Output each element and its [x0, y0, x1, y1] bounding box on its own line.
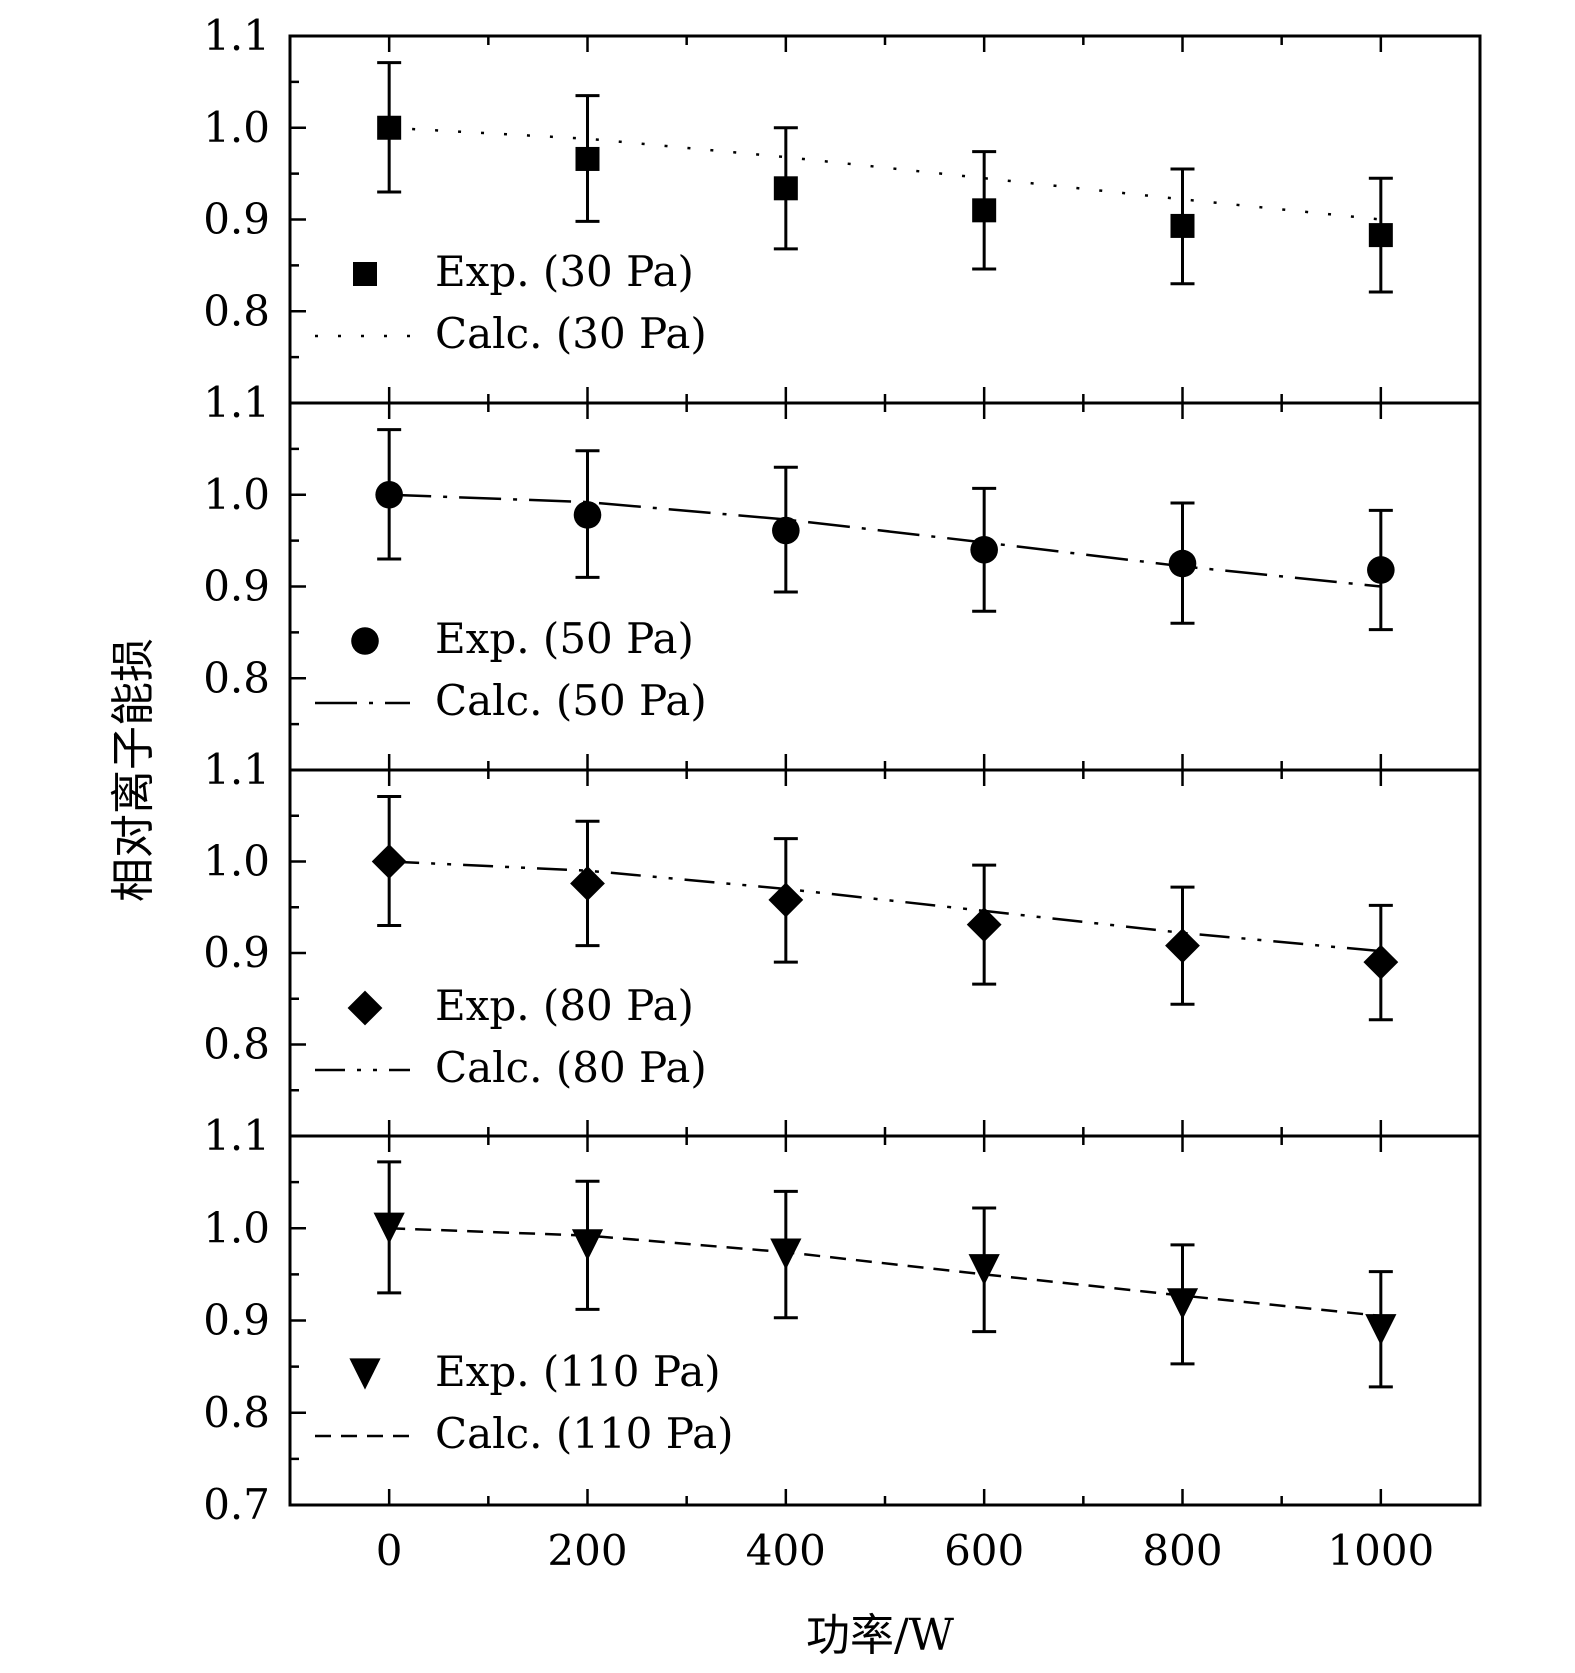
- calc-line: [389, 1227, 1381, 1318]
- calc-line: [389, 126, 1381, 221]
- legend-marker: [347, 990, 383, 1026]
- legend-label: Exp. (80 Pa): [435, 981, 694, 1030]
- data-point: [1363, 944, 1399, 980]
- data-point: [1365, 1314, 1397, 1346]
- y-tick-label: 1.0: [203, 470, 270, 519]
- legend-marker: [349, 1358, 381, 1390]
- data-point: [1170, 213, 1195, 238]
- data-point: [371, 844, 407, 879]
- x-tick-label: 200: [547, 1526, 627, 1575]
- y-tick-label: 0.9: [203, 195, 270, 244]
- data-point: [377, 115, 402, 140]
- y-tick-label: 1.1: [203, 378, 270, 427]
- data-point: [1168, 549, 1197, 578]
- y-tick-label: 1.0: [203, 103, 270, 152]
- data-point: [966, 907, 1002, 943]
- y-tick-label: 0.7: [203, 1480, 270, 1529]
- data-point: [1165, 928, 1200, 964]
- y-tick-label: 0.8: [203, 653, 270, 702]
- data-point: [1368, 223, 1393, 248]
- x-tick-label: 800: [1142, 1526, 1222, 1575]
- y-tick-label: 0.8: [203, 286, 270, 335]
- legend-label: Calc. (30 Pa): [435, 309, 707, 358]
- data-point: [770, 1238, 802, 1270]
- data-point: [1166, 1288, 1199, 1320]
- x-tick-label: 400: [746, 1526, 826, 1575]
- y-tick-label: 1.0: [203, 837, 270, 886]
- y-axis-label: 相对离子能损: [108, 638, 159, 902]
- legend-label: Calc. (50 Pa): [435, 676, 707, 725]
- data-point: [970, 536, 998, 564]
- y-tick-label: 0.9: [203, 928, 270, 977]
- data-point: [571, 1229, 604, 1261]
- y-tick-label: 0.9: [203, 562, 270, 611]
- calc-line: [389, 493, 1381, 588]
- data-point: [773, 176, 798, 201]
- y-tick-label: 1.1: [203, 1111, 270, 1160]
- x-axis: 0 200 400 600 800 1000: [376, 1526, 1434, 1575]
- panel-1: 1.1 1.0 0.9 0.8 Exp. (30 Pa) Calc. (30 Pa): [203, 11, 1482, 405]
- panel-2: 1.1 1.0 0.9 0.8 Exp. (50 Pa) Calc. (50 Pa): [203, 378, 1482, 772]
- y-tick-label: 0.9: [203, 1296, 270, 1345]
- legend-label: Exp. (50 Pa): [435, 614, 694, 663]
- data-point: [1367, 556, 1395, 584]
- data-point: [968, 1254, 1000, 1286]
- panel-4: 1.1 1.0 0.9 0.8 0.7 Exp. (110 Pa) Calc. (110 P…: [203, 1111, 1482, 1529]
- y-tick-label: 1.1: [203, 745, 270, 794]
- legend-label: Exp. (30 Pa): [435, 247, 694, 296]
- legend-label: Calc. (80 Pa): [435, 1043, 707, 1092]
- data-point: [768, 882, 804, 918]
- data-point: [570, 866, 605, 901]
- data-point: [972, 198, 997, 223]
- x-tick-label: 1000: [1327, 1526, 1434, 1575]
- data-point: [375, 480, 403, 509]
- y-tick-label: 0.8: [203, 1388, 270, 1437]
- calc-line: [389, 860, 1381, 953]
- legend-label: Exp. (110 Pa): [435, 1347, 721, 1396]
- y-tick-label: 1.0: [203, 1203, 270, 1252]
- legend-marker: [353, 262, 377, 286]
- legend-marker: [351, 627, 379, 655]
- data-point: [573, 501, 602, 529]
- y-tick-label: 1.1: [203, 11, 270, 60]
- x-tick-label: 600: [944, 1526, 1024, 1575]
- x-tick-label: 0: [376, 1526, 403, 1575]
- panel-3: 1.1 1.0 0.9 0.8 Exp. (80 Pa) Calc. (80 Pa): [203, 745, 1482, 1138]
- legend-label: Calc. (110 Pa): [435, 1409, 734, 1458]
- data-point: [575, 146, 600, 171]
- data-point: [772, 516, 800, 545]
- data-point: [373, 1212, 405, 1244]
- x-axis-label: 功率/W: [806, 1610, 955, 1661]
- y-tick-label: 0.8: [203, 1020, 270, 1069]
